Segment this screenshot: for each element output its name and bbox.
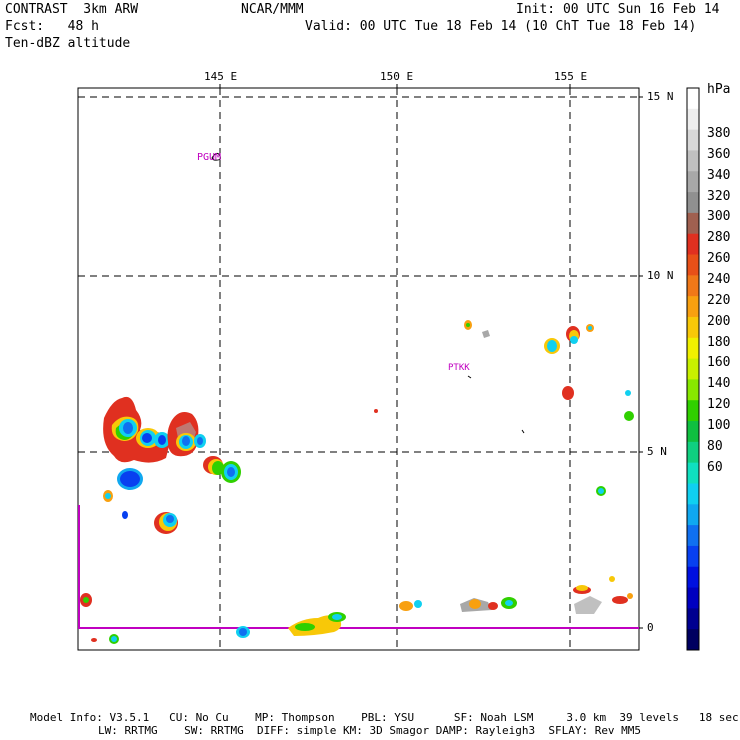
valid-time: Valid: 00 UTC Tue 18 Feb 14 (10 ChT Tue … — [305, 19, 697, 34]
colorbar-swatch — [687, 587, 699, 609]
colorbar-label: 60 — [707, 459, 723, 475]
lat-label-15n: 15 N — [647, 90, 674, 103]
colorbar-swatch — [687, 88, 699, 110]
colorbar-swatch — [687, 192, 699, 214]
guam-coastline — [211, 152, 221, 161]
chuuk-coastline — [467, 375, 472, 379]
colorbar-swatch — [687, 358, 699, 380]
colorbar-swatch — [687, 150, 699, 172]
colorbar-swatch — [687, 275, 699, 297]
colorbar-label: 160 — [707, 355, 731, 371]
colorbar-swatch — [687, 129, 699, 151]
colorbar-swatch — [687, 400, 699, 422]
lon-label-150e: 150 E — [380, 70, 414, 83]
colorbar-swatch — [687, 254, 699, 276]
colorbar-swatch — [687, 441, 699, 464]
colorbar-swatch — [687, 337, 699, 360]
colorbar-label: 340 — [707, 167, 731, 183]
colorbar-label: 240 — [707, 271, 731, 287]
org-label: NCAR/MMM — [241, 2, 304, 17]
colorbar-frame — [686, 87, 700, 651]
station-label-ptkk: PTKK — [448, 363, 470, 373]
model-info-line1: Model Info: V3.5.1 CU: No Cu MP: Thompso… — [30, 711, 739, 724]
model-title: CONTRAST 3km ARW — [5, 2, 139, 17]
colorbar-swatch — [687, 504, 699, 526]
axis-ticks — [219, 84, 643, 629]
colorbar-label: 220 — [707, 292, 731, 308]
colorbar-swatch — [687, 566, 699, 589]
forecast-hour: Fcst: 48 h — [5, 19, 99, 34]
colorbar-label: 180 — [707, 334, 731, 350]
colorbar-label: 260 — [707, 251, 731, 267]
colorbar-swatch — [687, 296, 699, 318]
colorbar-swatch — [687, 379, 699, 401]
model-info-line2: LW: RRTMG SW: RRTMG DIFF: simple KM: 3D … — [98, 724, 642, 737]
lat-label-5n: 5 N — [647, 445, 667, 458]
colorbar-label: 200 — [707, 313, 731, 329]
station-label-pgum: PGUM — [197, 152, 222, 163]
colorbar-swatch — [687, 212, 699, 235]
colorbar-label: 120 — [707, 397, 731, 413]
colorbar-label: 80 — [707, 438, 723, 454]
colorbar-swatch — [687, 233, 699, 256]
colorbar-label: 140 — [707, 376, 731, 392]
colorbar-label: 320 — [707, 188, 731, 204]
colorbar-swatch — [687, 483, 699, 505]
colorbar-swatch — [687, 108, 699, 131]
colorbar-label: 100 — [707, 417, 731, 433]
lon-label-145e: 145 E — [204, 70, 238, 83]
colorbar-swatch — [687, 545, 699, 568]
lat-lon-grid — [78, 88, 639, 650]
island-outline — [521, 429, 525, 434]
colorbar-swatch — [687, 171, 699, 193]
colorbar-label: 360 — [707, 146, 731, 162]
init-time: Init: 00 UTC Sun 16 Feb 14 — [516, 2, 720, 17]
colorbar-swatch — [687, 462, 699, 484]
colorbar — [686, 87, 700, 651]
radar-echo-cells — [80, 320, 634, 644]
lat-label-10n: 10 N — [647, 269, 674, 282]
colorbar-swatch — [687, 421, 699, 443]
colorbar-label: 300 — [707, 209, 731, 225]
colorbar-label: 280 — [707, 230, 731, 246]
colorbar-swatch — [687, 608, 699, 630]
field-name: Ten-dBZ altitude — [5, 36, 131, 51]
colorbar-label: 380 — [707, 126, 731, 141]
colorbar-unit: hPa — [707, 82, 731, 97]
colorbar-swatch — [687, 316, 699, 339]
lon-label-155e: 155 E — [554, 70, 588, 83]
colorbar-swatch — [687, 629, 699, 651]
colorbar-swatch — [687, 525, 699, 547]
lat-label-0: 0 — [647, 621, 654, 634]
map-frame — [77, 87, 640, 651]
